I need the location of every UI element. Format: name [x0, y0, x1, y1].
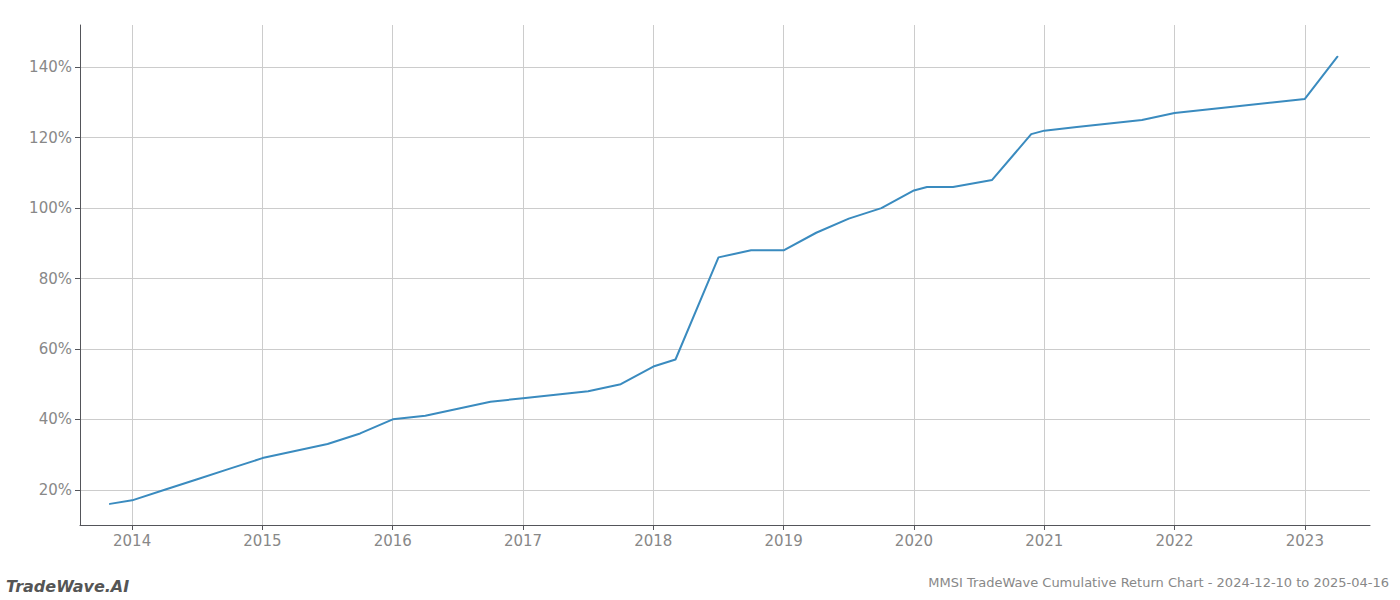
svg-text:2015: 2015 — [243, 532, 281, 550]
svg-text:2023: 2023 — [1286, 532, 1324, 550]
svg-text:120%: 120% — [29, 129, 72, 147]
svg-text:2017: 2017 — [504, 532, 542, 550]
svg-text:100%: 100% — [29, 199, 72, 217]
svg-text:2021: 2021 — [1025, 532, 1063, 550]
svg-text:2016: 2016 — [374, 532, 412, 550]
svg-text:TradeWave.AI: TradeWave.AI — [6, 577, 129, 596]
svg-text:40%: 40% — [39, 410, 72, 428]
svg-text:140%: 140% — [29, 58, 72, 76]
svg-text:20%: 20% — [39, 481, 72, 499]
svg-text:80%: 80% — [39, 270, 72, 288]
svg-text:2020: 2020 — [895, 532, 933, 550]
svg-text:2018: 2018 — [634, 532, 672, 550]
svg-text:60%: 60% — [39, 340, 72, 358]
svg-text:2019: 2019 — [765, 532, 803, 550]
svg-text:2022: 2022 — [1155, 532, 1193, 550]
svg-text:MMSI TradeWave Cumulative Retu: MMSI TradeWave Cumulative Return Chart -… — [928, 575, 1389, 590]
svg-text:2014: 2014 — [113, 532, 151, 550]
